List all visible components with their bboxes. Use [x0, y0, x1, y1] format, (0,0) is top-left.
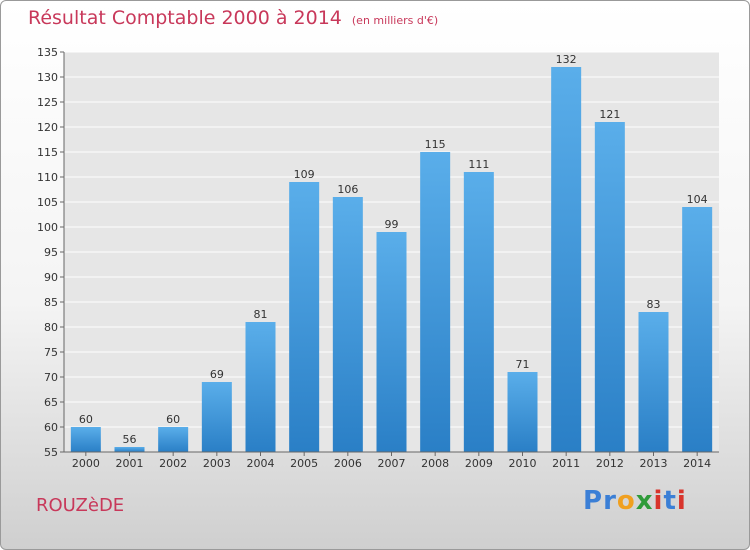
- axes: 55 60 65 70 75 80 85 90 95 100 105 110 115 120 125 130 1…: [37, 46, 719, 470]
- value-label-2007: 99: [385, 218, 399, 231]
- bars: 60 56 60 69 81 109 106 99 115 111 71 132 121 83 104: [70, 53, 713, 452]
- bar-2011: [551, 67, 582, 452]
- y-tick-label: 125: [37, 96, 58, 109]
- bar-2007: [376, 232, 407, 452]
- chart-title: Résultat Comptable 2000 à 2014 (en millie…: [28, 7, 438, 29]
- commune-name: ROUZèDE: [36, 495, 125, 516]
- logo-letter: i: [653, 486, 664, 516]
- y-tick-label: 90: [44, 271, 58, 284]
- bar-2005: [289, 182, 320, 452]
- x-tick-label-2014: 2014: [683, 457, 711, 470]
- x-tick-label-2004: 2004: [247, 457, 275, 470]
- x-tick-label-2007: 2007: [378, 457, 406, 470]
- value-label-2012: 121: [599, 108, 620, 121]
- value-label-2010: 71: [516, 358, 530, 371]
- value-label-2003: 69: [210, 368, 224, 381]
- y-tick-label: 105: [37, 196, 58, 209]
- bar-2000: [70, 427, 101, 452]
- x-tick-label-2010: 2010: [509, 457, 537, 470]
- y-tick-label: 100: [37, 221, 58, 234]
- x-tick-label-2001: 2001: [116, 457, 144, 470]
- logo-letter: t: [663, 486, 677, 516]
- value-label-2013: 83: [647, 298, 661, 311]
- x-tick-label-2006: 2006: [334, 457, 362, 470]
- logo-letter: i: [676, 486, 687, 516]
- x-tick-label-2003: 2003: [203, 457, 231, 470]
- bar-2012: [594, 122, 625, 452]
- x-tick-label-2005: 2005: [290, 457, 318, 470]
- x-tick-label-2012: 2012: [596, 457, 624, 470]
- value-label-2004: 81: [254, 308, 268, 321]
- value-label-2011: 132: [556, 53, 577, 66]
- y-tick-label: 75: [44, 346, 58, 359]
- value-label-2008: 115: [425, 138, 446, 151]
- y-tick-label: 110: [37, 171, 58, 184]
- logo-letter: P: [583, 486, 604, 516]
- bar-2006: [332, 197, 363, 452]
- bar-2008: [420, 152, 451, 452]
- y-tick-label: 65: [44, 396, 58, 409]
- x-tick-label-2011: 2011: [552, 457, 580, 470]
- value-label-2006: 106: [337, 183, 358, 196]
- y-tick-label: 115: [37, 146, 58, 159]
- bar-2013: [638, 312, 669, 452]
- value-label-2014: 104: [687, 193, 708, 206]
- y-tick-label: 120: [37, 121, 58, 134]
- y-tick-label: 55: [44, 446, 58, 459]
- y-tick-label: 80: [44, 321, 58, 334]
- logo-letter: r: [603, 486, 617, 516]
- x-tick-label-2009: 2009: [465, 457, 493, 470]
- bar-2003: [201, 382, 232, 452]
- x-tick-label-2002: 2002: [159, 457, 187, 470]
- value-label-2009: 111: [468, 158, 489, 171]
- bar-2014: [682, 207, 713, 452]
- bar-2010: [507, 372, 538, 452]
- bar-2002: [158, 427, 189, 452]
- value-label-2005: 109: [294, 168, 315, 181]
- y-tick-label: 135: [37, 46, 58, 59]
- y-tick-label: 60: [44, 421, 58, 434]
- logo-letter: x: [635, 486, 654, 516]
- value-label-2002: 60: [166, 413, 180, 426]
- logo-letter: o: [616, 486, 636, 516]
- bar-2001: [114, 447, 145, 452]
- y-tick-label: 85: [44, 296, 58, 309]
- x-tick-label-2008: 2008: [421, 457, 449, 470]
- bar-2009: [463, 172, 494, 452]
- value-label-2001: 56: [123, 433, 137, 446]
- value-label-2000: 60: [79, 413, 93, 426]
- bar-2004: [245, 322, 276, 452]
- proxiti-logo: Proxiti: [583, 486, 687, 516]
- title-text: Résultat Comptable 2000 à 2014: [28, 7, 342, 29]
- x-tick-label-2000: 2000: [72, 457, 100, 470]
- y-tick-label: 70: [44, 371, 58, 384]
- x-tick-label-2013: 2013: [640, 457, 668, 470]
- unit-text: (en milliers d'€): [351, 14, 439, 27]
- y-tick-label: 130: [37, 71, 58, 84]
- y-tick-label: 95: [44, 246, 58, 259]
